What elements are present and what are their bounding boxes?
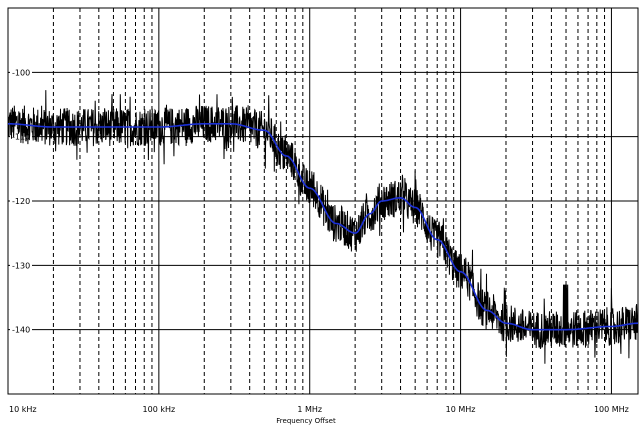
x-tick-label: 100 MHz <box>594 405 629 414</box>
x-tick-label: 100 kHz <box>143 405 176 414</box>
y-tick-label: -130 <box>12 261 30 270</box>
x-axis-label: Frequency Offset <box>276 417 336 425</box>
x-tick-label: 1 MHz <box>297 405 322 414</box>
y-tick-label-bg <box>10 196 32 206</box>
x-tick-label: 10 kHz <box>9 405 37 414</box>
y-tick-label: -100 <box>12 68 30 77</box>
y-tick-label-bg <box>10 67 32 78</box>
noisy-trace-line <box>7 90 639 364</box>
y-tick-label: -140 <box>12 326 30 335</box>
series-layer <box>7 90 639 364</box>
y-tick-label: -120 <box>12 197 30 206</box>
x-tick-label: 10 MHz <box>446 405 476 414</box>
y-tick-label-bg <box>10 324 32 335</box>
x-tick-labels: 10 kHz 100 kHz 1 MHz 10 MHz 100 MHz <box>9 405 629 414</box>
y-tick-label-bg <box>10 260 32 271</box>
smooth-fit-line <box>8 123 639 331</box>
